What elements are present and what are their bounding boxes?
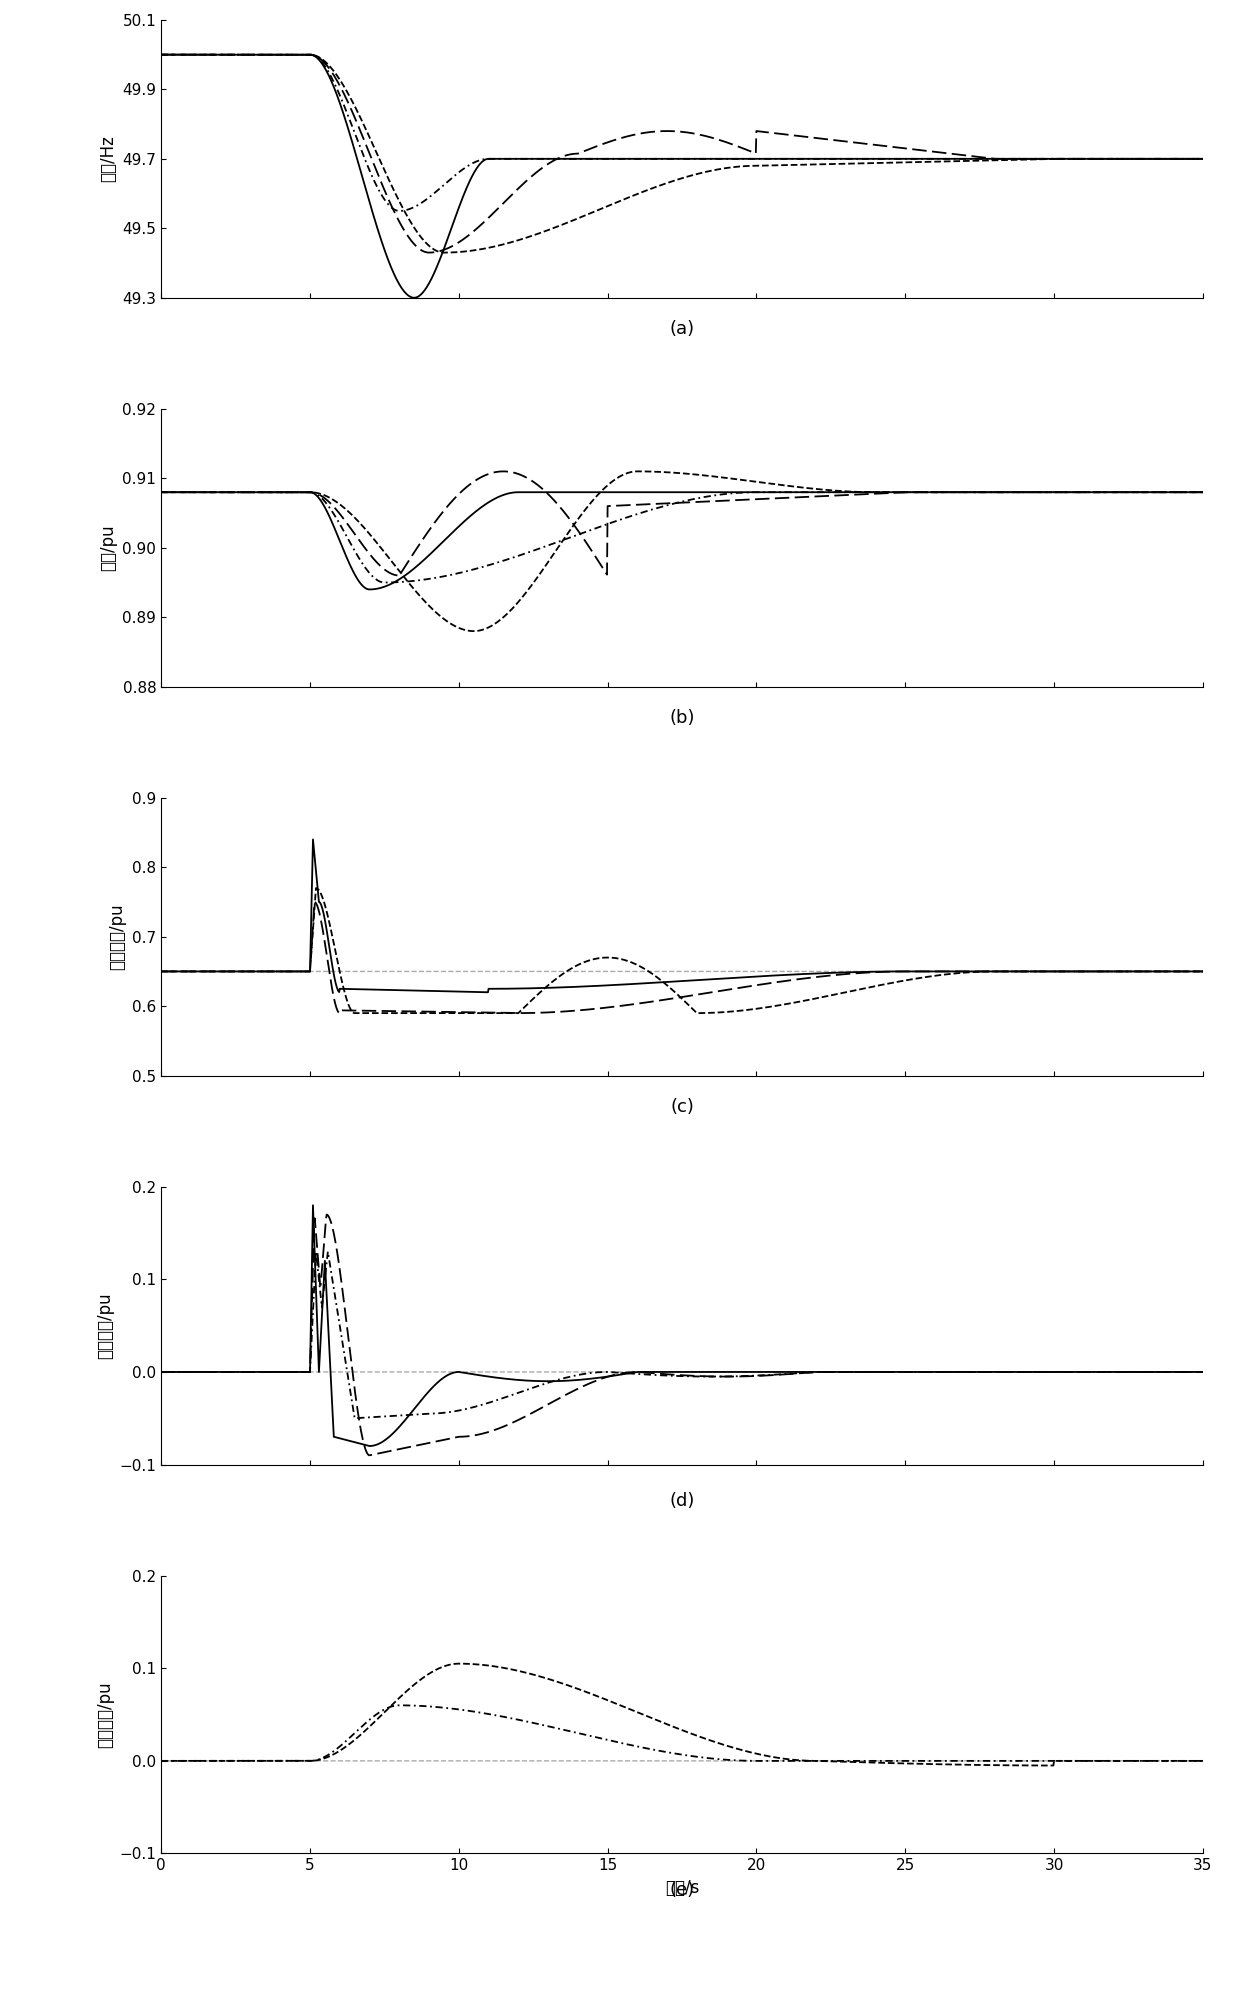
Text: (c): (c) — [670, 1098, 694, 1116]
Y-axis label: 频率/Hz: 频率/Hz — [99, 136, 117, 181]
Y-axis label: 有功功率/pu: 有功功率/pu — [109, 903, 126, 971]
Y-axis label: 转速/pu: 转速/pu — [99, 524, 117, 572]
Y-axis label: 有功功率/pu: 有功功率/pu — [95, 1291, 114, 1359]
Text: (a): (a) — [670, 319, 694, 339]
X-axis label: 时间/s: 时间/s — [665, 1879, 699, 1897]
Text: (e): (e) — [670, 1881, 694, 1899]
Text: (b): (b) — [670, 710, 694, 727]
Text: (d): (d) — [670, 1493, 694, 1511]
Y-axis label: 有功功率/pu: 有功功率/pu — [95, 1682, 114, 1748]
